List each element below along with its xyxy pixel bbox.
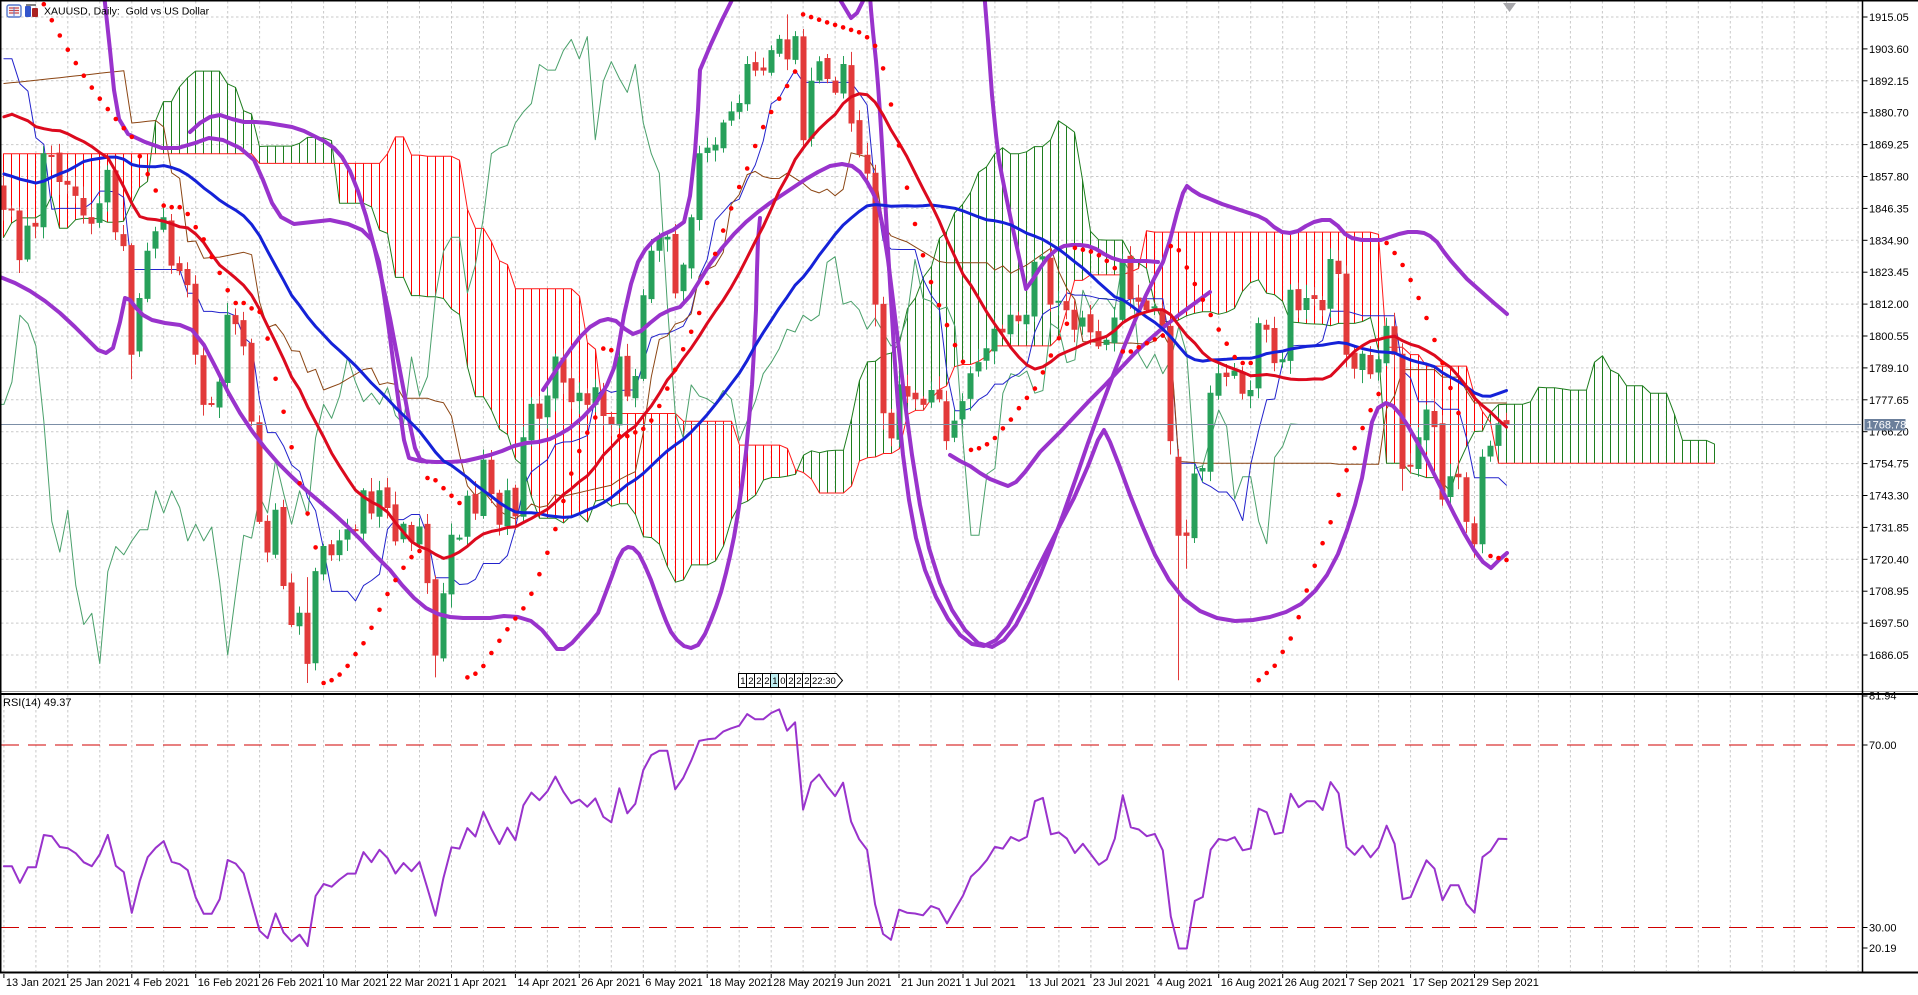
svg-text:RSI(14) 49.37: RSI(14) 49.37 [3, 697, 71, 709]
svg-text:9 Jun 2021: 9 Jun 2021 [837, 977, 891, 989]
svg-text:22:30: 22:30 [812, 676, 836, 687]
svg-text:1857.80: 1857.80 [1869, 172, 1909, 184]
svg-text:18 May 2021: 18 May 2021 [709, 977, 773, 989]
svg-text:1697.50: 1697.50 [1869, 618, 1909, 630]
svg-text:25 Jan 2021: 25 Jan 2021 [70, 977, 131, 989]
svg-text:1731.85: 1731.85 [1869, 522, 1909, 534]
svg-text:2: 2 [796, 676, 801, 687]
svg-text:1754.75: 1754.75 [1869, 459, 1909, 471]
svg-text:1686.05: 1686.05 [1869, 650, 1909, 662]
svg-text:6 May 2021: 6 May 2021 [645, 977, 702, 989]
svg-text:2: 2 [756, 676, 761, 687]
svg-text:1 Jul 2021: 1 Jul 2021 [965, 977, 1016, 989]
svg-text:1892.15: 1892.15 [1869, 76, 1909, 88]
svg-text:1800.55: 1800.55 [1869, 331, 1909, 343]
svg-text:13 Jan 2021: 13 Jan 2021 [6, 977, 67, 989]
svg-text:1720.40: 1720.40 [1869, 554, 1909, 566]
svg-text:13 Jul 2021: 13 Jul 2021 [1029, 977, 1086, 989]
svg-text:4 Feb 2021: 4 Feb 2021 [134, 977, 190, 989]
svg-text:1777.65: 1777.65 [1869, 395, 1909, 407]
svg-text:26 Feb 2021: 26 Feb 2021 [262, 977, 324, 989]
svg-text:81.94: 81.94 [1869, 691, 1897, 703]
svg-text:14 Apr 2021: 14 Apr 2021 [517, 977, 576, 989]
svg-text:16 Feb 2021: 16 Feb 2021 [198, 977, 260, 989]
svg-text:1 Apr 2021: 1 Apr 2021 [454, 977, 507, 989]
svg-text:20.19: 20.19 [1869, 943, 1897, 955]
svg-text:30.00: 30.00 [1869, 923, 1897, 935]
svg-text:16 Aug 2021: 16 Aug 2021 [1221, 977, 1283, 989]
svg-text:29 Sep 2021: 29 Sep 2021 [1477, 977, 1539, 989]
svg-text:23 Jul 2021: 23 Jul 2021 [1093, 977, 1150, 989]
svg-text:1915.05: 1915.05 [1869, 12, 1909, 24]
svg-text:1: 1 [772, 676, 777, 687]
svg-text:1812.00: 1812.00 [1869, 299, 1909, 311]
svg-text:XAUUSD, Daily: Gold vs US Dol: XAUUSD, Daily: Gold vs US Dollar [44, 6, 210, 18]
svg-text:1880.70: 1880.70 [1869, 108, 1909, 120]
svg-text:4 Aug 2021: 4 Aug 2021 [1157, 977, 1213, 989]
svg-text:2: 2 [748, 676, 753, 687]
svg-text:17 Sep 2021: 17 Sep 2021 [1413, 977, 1475, 989]
svg-text:2: 2 [788, 676, 793, 687]
svg-text:22 Mar 2021: 22 Mar 2021 [390, 977, 452, 989]
svg-text:1768.78: 1768.78 [1867, 420, 1907, 432]
svg-text:2: 2 [804, 676, 809, 687]
svg-text:70.00: 70.00 [1869, 740, 1897, 752]
svg-text:1743.30: 1743.30 [1869, 491, 1909, 503]
svg-text:26 Aug 2021: 26 Aug 2021 [1285, 977, 1347, 989]
svg-text:1903.60: 1903.60 [1869, 44, 1909, 56]
svg-text:1834.90: 1834.90 [1869, 235, 1909, 247]
svg-text:0: 0 [780, 676, 785, 687]
svg-text:1869.25: 1869.25 [1869, 140, 1909, 152]
svg-text:21 Jun 2021: 21 Jun 2021 [901, 977, 962, 989]
svg-text:1823.45: 1823.45 [1869, 267, 1909, 279]
svg-text:1789.10: 1789.10 [1869, 363, 1909, 375]
svg-text:10 Mar 2021: 10 Mar 2021 [326, 977, 388, 989]
svg-text:1708.95: 1708.95 [1869, 586, 1909, 598]
svg-text:7 Sep 2021: 7 Sep 2021 [1349, 977, 1405, 989]
svg-text:26 Apr 2021: 26 Apr 2021 [581, 977, 640, 989]
svg-text:1: 1 [740, 676, 745, 687]
svg-text:28 May 2021: 28 May 2021 [773, 977, 837, 989]
svg-text:1846.35: 1846.35 [1869, 203, 1909, 215]
svg-text:2: 2 [764, 676, 769, 687]
